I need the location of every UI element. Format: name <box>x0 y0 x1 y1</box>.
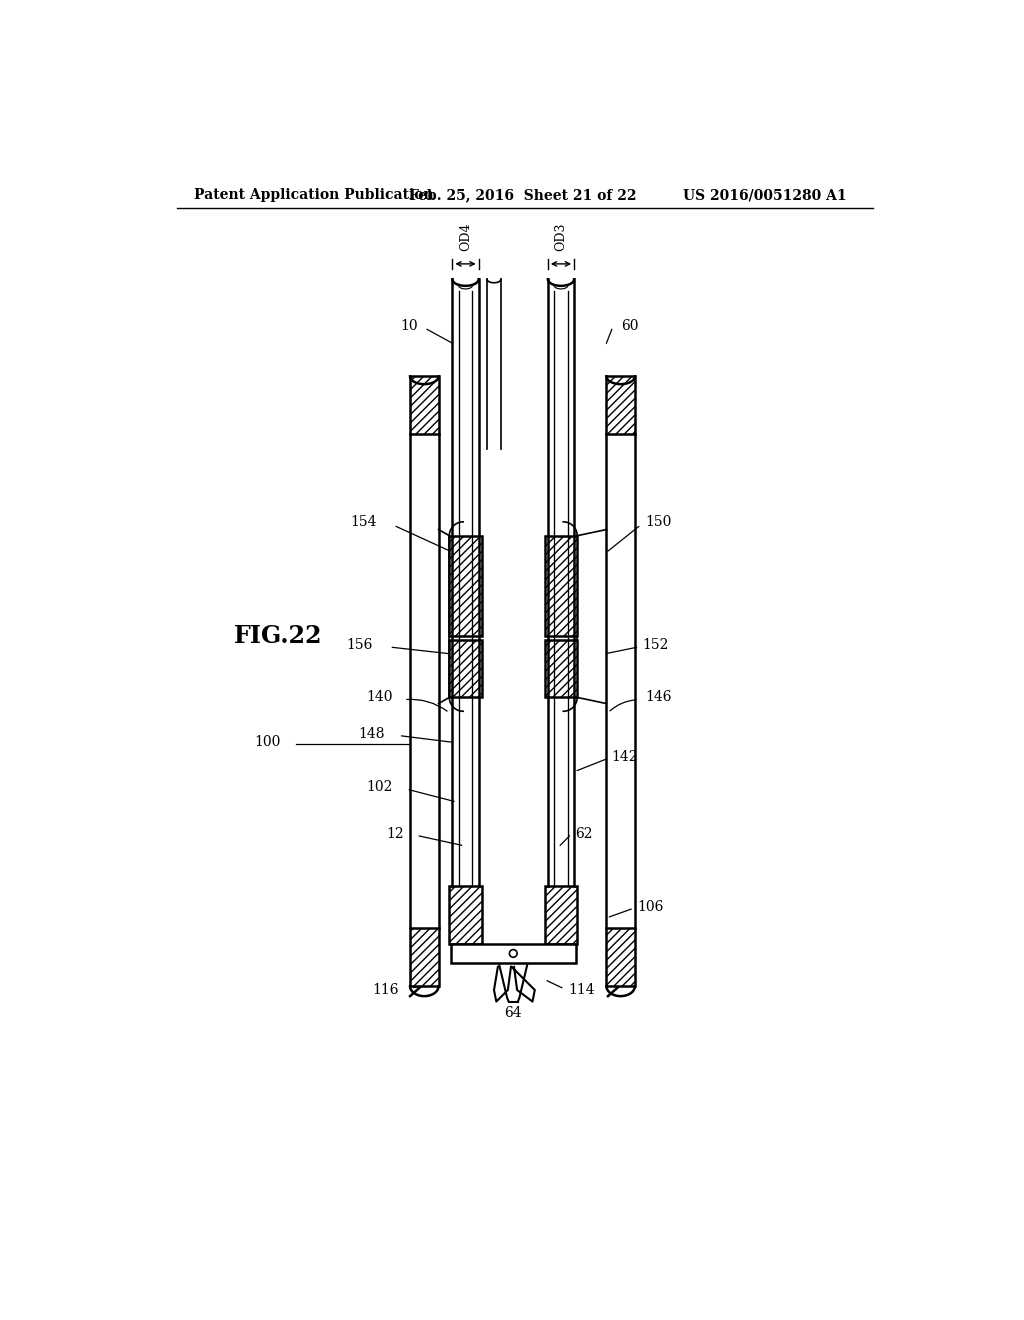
Bar <box>545 640 578 697</box>
Text: 142: 142 <box>611 751 638 764</box>
Text: ID4: ID4 <box>461 609 470 630</box>
Text: 62: 62 <box>575 826 593 841</box>
Text: 150: 150 <box>645 515 672 529</box>
Bar <box>451 944 575 964</box>
Text: 12: 12 <box>386 826 403 841</box>
Text: 154: 154 <box>350 515 377 529</box>
Bar <box>450 886 481 944</box>
Bar <box>606 376 635 434</box>
Text: Feb. 25, 2016  Sheet 21 of 22: Feb. 25, 2016 Sheet 21 of 22 <box>410 189 637 202</box>
Bar <box>545 536 578 636</box>
Text: 102: 102 <box>366 780 392 795</box>
Text: 140: 140 <box>366 690 392 705</box>
Text: 152: 152 <box>643 638 669 652</box>
Text: 114: 114 <box>568 983 595 997</box>
Bar <box>450 536 481 636</box>
Text: 148: 148 <box>358 727 385 742</box>
Text: FIG.22: FIG.22 <box>234 624 323 648</box>
Text: US 2016/0051280 A1: US 2016/0051280 A1 <box>683 189 847 202</box>
Text: 116: 116 <box>372 983 398 997</box>
Text: OD4: OD4 <box>459 222 472 251</box>
Text: 64: 64 <box>505 1006 522 1020</box>
Text: 100: 100 <box>254 735 281 748</box>
Text: 60: 60 <box>621 319 638 333</box>
Bar <box>606 928 635 986</box>
Bar <box>410 376 438 434</box>
Bar <box>545 886 578 944</box>
Text: OD3: OD3 <box>554 222 567 251</box>
Bar <box>410 928 438 986</box>
Text: 156: 156 <box>347 638 373 652</box>
Text: 146: 146 <box>645 690 672 705</box>
Text: 106: 106 <box>637 900 664 913</box>
Text: ID3: ID3 <box>556 609 566 630</box>
Bar <box>450 640 481 697</box>
Text: Patent Application Publication: Patent Application Publication <box>195 189 434 202</box>
Text: 10: 10 <box>400 319 418 333</box>
